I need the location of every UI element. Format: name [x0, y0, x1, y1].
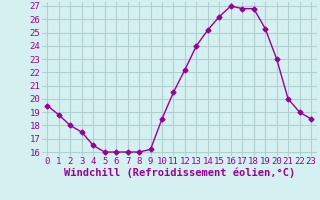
X-axis label: Windchill (Refroidissement éolien,°C): Windchill (Refroidissement éolien,°C)	[64, 168, 295, 178]
